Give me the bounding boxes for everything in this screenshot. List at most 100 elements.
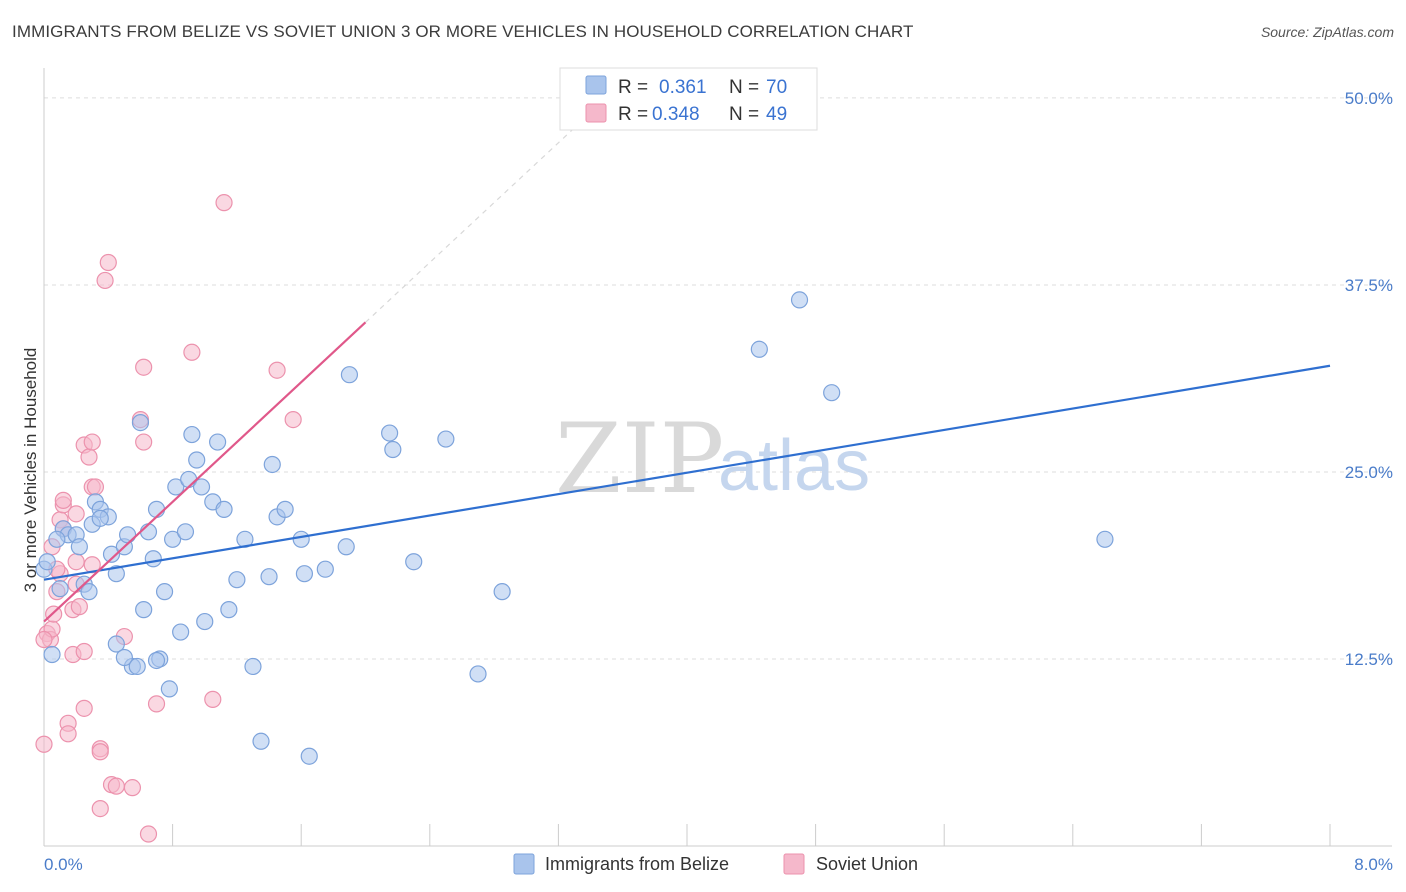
belize-point-69 [48,530,66,548]
trend-lines [43,127,1331,623]
soviet-point-29 [96,271,114,290]
soviet-point-36 [135,358,153,376]
belize-point-36 [196,612,214,631]
soviet-point-39 [147,695,166,713]
bottom-legend-soviet: Soviet Union [816,854,918,874]
series-legend: Immigrants from Belize Soviet Union [513,853,918,875]
belize-point-54 [340,366,359,384]
legend-belize-r-label: R = [618,77,648,98]
belize-point-63 [128,657,146,676]
soviet-point-16 [67,505,85,523]
belize-point-24 [147,500,166,518]
legend-soviet-n-value: 49 [766,104,787,125]
gridlines [44,97,1392,660]
belize-point-58 [437,430,455,448]
belize-point-8 [80,583,98,601]
belize-point-53 [337,538,355,556]
belize-point-61 [91,509,109,527]
legend-swatch-belize [585,75,607,95]
source-credit: Source: ZipAtlas.com [1260,24,1394,40]
belize-point-17 [118,526,137,544]
watermark-atlas: atlas [718,426,870,506]
belize-point-51 [300,747,318,765]
y-tick-label-2: 37.5% [1345,276,1393,295]
y-tick-label-0: 12.5% [1345,650,1393,669]
watermark-zip: ZIP [555,403,724,515]
chart-title: IMMIGRANTS FROM BELIZE VS SOVIET UNION 3… [12,22,914,41]
legend-belize-n-value: 70 [766,77,787,98]
belize-point-15 [107,565,125,583]
soviet-point-37 [135,433,153,451]
belize-point-26 [155,583,174,601]
soviet-point-28 [91,743,109,761]
belize-point-59 [469,665,487,683]
soviet-point-40 [183,343,201,361]
soviet-point-25 [86,478,105,496]
legend-belize-n-label: N = [729,77,759,98]
legend-soviet-r-label: R = [618,104,648,125]
belize-point-48 [276,500,294,518]
legend-swatch-soviet [585,103,607,123]
legend-soviet-r-value: 0.348 [652,104,700,125]
belize-point-2 [43,645,61,664]
x-tick-labels: 0.0% 8.0% [44,855,1393,874]
belize-point-57 [405,553,423,571]
soviet-point-34 [123,779,142,797]
belize-point-28 [164,530,182,548]
belize-point-40 [220,601,238,619]
watermark: ZIP atlas [555,403,870,515]
y-tick-label-3: 50.0% [1345,89,1393,108]
soviet-point-9 [54,491,72,509]
soviet-point-42 [215,194,233,212]
belize-point-20 [131,413,150,432]
belize-point-43 [244,657,262,676]
soviet-point-43 [268,361,286,379]
bottom-legend-belize: Immigrants from Belize [545,854,729,874]
soviet-point-41 [204,690,222,708]
belize-point-46 [263,455,281,474]
belize-point-60 [493,583,511,601]
soviet-trend-line [43,321,367,623]
soviet-point-21 [80,448,98,466]
soviet-point-22 [83,433,101,451]
soviet-point-45 [35,630,53,649]
soviet-point-32 [107,777,125,795]
belize-point-49 [292,530,310,548]
belize-trend-line [43,364,1331,581]
soviet-point-30 [99,253,117,272]
belize-point-1 [38,553,56,571]
belize-point-35 [192,478,211,496]
series-soviet-union-points [35,194,302,843]
belize-point-62 [115,648,133,667]
belize-point-45 [260,568,278,586]
soviet-point-19 [75,699,93,717]
belize-point-19 [107,635,125,653]
belize-point-22 [139,523,158,541]
soviet-point-18 [75,642,93,661]
belize-point-29 [167,478,185,496]
belize-point-34 [188,451,206,469]
correlation-legend: R = 0.361 N = 70 R = 0.348 N = 49 [559,67,818,131]
belize-point-3 [51,580,69,598]
belize-point-65 [750,340,768,358]
belize-point-56 [384,440,402,459]
series-belize-points [35,291,1114,765]
belize-point-55 [381,424,399,442]
soviet-point-26 [91,799,109,818]
x-tick-label-0: 0.0% [44,855,83,874]
belize-point-27 [160,680,178,698]
belize-point-31 [176,523,195,541]
x-tick-label-1: 8.0% [1354,855,1393,874]
bottom-legend-swatch-soviet [783,853,805,875]
bottom-legend-swatch-belize [513,853,535,875]
y-tick-labels: 12.5% 25.0% 37.5% 50.0% [1345,89,1393,669]
soviet-point-15 [67,553,85,571]
belize-point-23 [144,550,162,568]
belize-point-50 [295,565,314,583]
legend-belize-r-value: 0.361 [659,77,707,98]
belize-point-44 [252,732,270,750]
y-tick-label-1: 25.0% [1345,463,1393,482]
belize-point-9 [70,538,88,556]
belize-point-67 [823,384,841,402]
